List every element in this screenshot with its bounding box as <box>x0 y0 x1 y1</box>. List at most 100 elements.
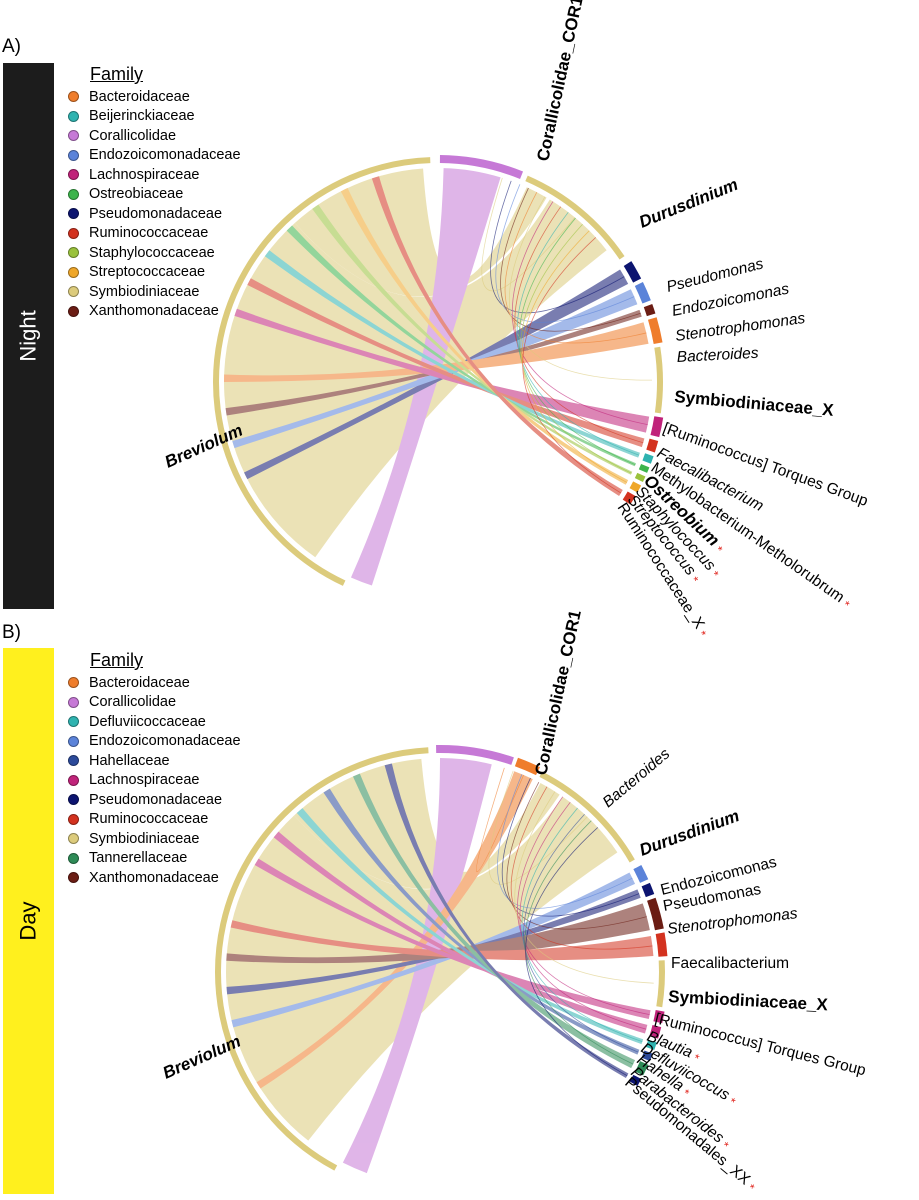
legend-item: Endozoicomonadaceae <box>68 146 241 166</box>
genus-label: Corallicolidae_COR1 <box>533 0 587 163</box>
legend-label: Pseudomonadaceae <box>89 205 223 222</box>
legend-item: Symbiodiniaceae <box>68 282 241 302</box>
segment <box>629 1074 642 1086</box>
legend-swatch <box>68 169 79 181</box>
segment <box>645 1039 657 1050</box>
legend-item: Bacteroidaceae <box>68 673 241 693</box>
panel-a-letter: A) <box>2 36 21 57</box>
genus-label-text: Symbiodiniaceae_X <box>674 387 835 420</box>
legend-items: Bacteroidaceae Beijerinckiaceae Corallicol… <box>68 87 241 321</box>
segment <box>525 175 625 260</box>
legend-swatch <box>68 774 79 786</box>
segment <box>641 882 655 898</box>
legend-item: Xanthomonadaceae <box>68 302 241 322</box>
ribbon-genus <box>254 858 651 1020</box>
legend-label: Ruminococcaceae <box>89 811 209 828</box>
genus-label: Symbiodiniaceae_X <box>668 987 829 1014</box>
segment <box>653 1010 665 1024</box>
legend-label: Streptococcaceae <box>89 264 206 281</box>
legend-label: Hahellaceae <box>89 752 170 769</box>
ribbon-thread <box>500 187 641 332</box>
ribbon-thread <box>506 781 647 930</box>
legend-items: Bacteroidaceae Corallicolidae Defluviicocc… <box>68 673 241 888</box>
segment <box>514 757 540 776</box>
legend-item: Defluviicoccaceae <box>68 712 241 732</box>
legend-swatch <box>68 794 79 806</box>
segment <box>642 453 654 464</box>
legend-swatch <box>68 305 79 317</box>
ribbon-thread <box>514 791 654 984</box>
legend-label: Xanthomonadaceae <box>89 303 219 320</box>
ribbon-genus <box>244 269 629 480</box>
genus-label-text: Breviolum <box>160 1031 244 1082</box>
legend-item: Hahellaceae <box>68 751 241 771</box>
genus-label: Breviolum <box>160 1031 244 1082</box>
segment <box>647 897 664 931</box>
legend-item: Ruminococcaceae <box>68 810 241 830</box>
legend-label: Endozoicomonadaceae <box>89 733 241 750</box>
ribbon-thread <box>522 237 622 494</box>
legend-label: Corallicolidae <box>89 127 177 144</box>
segments <box>215 745 668 1171</box>
segment <box>622 491 636 505</box>
genus-label-text: Bacteroides <box>676 345 759 366</box>
legend-swatch <box>68 188 79 200</box>
genus-label-text: Symbiodiniaceae_X <box>668 987 829 1014</box>
day-condition-bar: Day <box>3 648 54 1194</box>
segments <box>213 155 664 586</box>
segment <box>641 1050 653 1062</box>
segment <box>539 771 635 863</box>
ribbons <box>226 758 654 1174</box>
legend-label: Xanthomonadaceae <box>89 869 219 886</box>
legend-item: Xanthomonadaceae <box>68 868 241 888</box>
legend-title: Family <box>90 64 143 84</box>
legend-swatch <box>68 833 79 845</box>
genus-label: Durusdinium <box>637 806 742 860</box>
genus-label: Bacteroides <box>676 345 759 366</box>
ribbon-thread <box>475 767 524 873</box>
legend-item: Endozoicomonadaceae <box>68 732 241 752</box>
genus-label-text: Corallicolidae_COR1 <box>533 0 587 163</box>
legend-item: Staphylococcaceae <box>68 243 241 263</box>
legend-label: Bacteroidaceae <box>89 88 190 105</box>
ribbon-thread <box>501 777 640 917</box>
genus-label: Faecalibacterium <box>671 955 789 972</box>
segment <box>439 155 524 179</box>
ribbon-genus <box>256 771 533 1089</box>
segment <box>656 960 665 1008</box>
legend-item: Lachnospiraceae <box>68 165 241 185</box>
genus-label-text: Corallicolidae_COR1 <box>531 608 585 776</box>
legend-label: Symbiodiniaceae <box>89 283 200 300</box>
legend-item: Pseudomonadaceae <box>68 790 241 810</box>
legend-label: Staphylococcaceae <box>89 244 215 261</box>
legend-label: Tannerellaceae <box>89 850 188 867</box>
ribbon-genus <box>226 889 641 995</box>
segment <box>436 745 514 765</box>
legend-swatch <box>68 735 79 747</box>
legend-item: Pseudomonadaceae <box>68 204 241 224</box>
legend-label: Lachnospiraceae <box>89 772 200 789</box>
legend-label: Bacteroidaceae <box>89 674 190 691</box>
segment-breviolum <box>215 747 429 1171</box>
legend-swatch <box>68 149 79 161</box>
legend-swatch <box>68 208 79 220</box>
ribbon-thread <box>488 770 588 885</box>
legend-swatch <box>68 286 79 298</box>
ribbon-threads <box>475 767 654 1077</box>
significance-star: * <box>695 628 709 640</box>
legend-swatch <box>68 852 79 864</box>
genus-label-text: Durusdinium <box>636 175 740 232</box>
segment <box>646 438 659 453</box>
significance-star: * <box>680 1086 692 1100</box>
legend-item: Lachnospiraceae <box>68 771 241 791</box>
legend-swatch <box>68 872 79 884</box>
legend-swatch <box>68 130 79 142</box>
segment <box>649 1024 662 1039</box>
legend-swatch <box>68 247 79 259</box>
legend-label: Symbiodiniaceae <box>89 830 200 847</box>
legend-label: Defluviicoccaceae <box>89 713 206 730</box>
legend-swatch <box>68 266 79 278</box>
ribbon-genus <box>232 289 638 449</box>
legend-label: Pseudomonadaceae <box>89 791 223 808</box>
legend-swatch <box>68 696 79 708</box>
